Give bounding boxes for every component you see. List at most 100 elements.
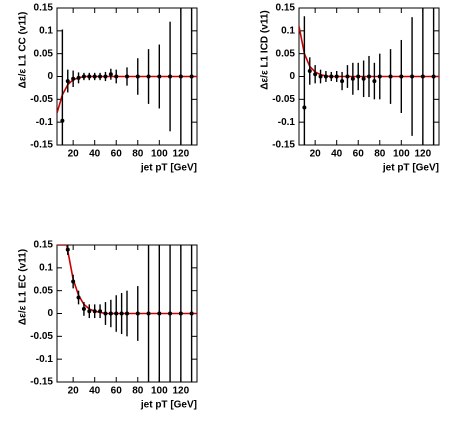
- data-point: [76, 295, 81, 300]
- x-axis-label: jet pT [GeV]: [140, 400, 197, 411]
- x-tick-label: 60: [111, 386, 123, 397]
- y-tick-label: -0.05: [272, 94, 295, 105]
- y-tick-label: -0.05: [30, 331, 53, 342]
- data-point: [178, 74, 183, 79]
- data-point: [103, 74, 108, 79]
- data-point: [92, 74, 97, 79]
- data-point: [135, 311, 140, 316]
- x-tick-label: 40: [89, 149, 101, 160]
- x-tick-label: 80: [132, 149, 144, 160]
- y-axis-label: Δε/ε L1 ICD (v11): [260, 10, 271, 89]
- data-point: [81, 74, 86, 79]
- panel: -0.15 -0.1 -0.05 0 0.05 0.1 0.15 20 40 60 80 100 120…: [18, 240, 198, 411]
- y-tick-label: 0.1: [39, 262, 53, 273]
- data-point: [189, 311, 194, 316]
- y-tick-label: 0: [47, 71, 53, 82]
- y-tick-label: 0.05: [276, 48, 296, 59]
- x-tick-label: 20: [68, 149, 80, 160]
- y-tick-label: 0: [289, 71, 295, 82]
- data-point: [377, 74, 382, 79]
- y-tick-label: 0.15: [276, 3, 296, 14]
- data-point: [372, 79, 377, 84]
- data-point: [71, 279, 76, 284]
- data-point: [103, 311, 108, 316]
- data-point: [313, 72, 318, 77]
- y-axis-label: Δε/ε L1 EC (v11): [18, 249, 29, 325]
- x-tick-label: 20: [68, 386, 80, 397]
- data-point: [329, 74, 334, 79]
- y-tick-label: -0.1: [36, 354, 54, 365]
- data-point: [71, 76, 76, 81]
- data-point: [98, 309, 103, 314]
- x-tick-label: 60: [111, 149, 123, 160]
- y-tick-label: -0.15: [30, 377, 53, 388]
- data-point: [157, 311, 162, 316]
- panel: -0.15 -0.1 -0.05 0 0.05 0.1 0.15 20 40 60 80 100 120…: [260, 3, 440, 174]
- data-point: [356, 74, 361, 79]
- data-point: [302, 105, 307, 110]
- x-tick-label: 100: [151, 386, 168, 397]
- data-point: [307, 69, 312, 74]
- data-point: [92, 309, 97, 314]
- data-point: [345, 74, 350, 79]
- x-tick-label: 40: [89, 386, 101, 397]
- y-tick-label: 0.15: [34, 240, 54, 251]
- x-tick-label: 100: [151, 149, 168, 160]
- data-point: [125, 311, 129, 316]
- data-point: [388, 74, 393, 79]
- x-axis-label: jet pT [GeV]: [140, 163, 197, 174]
- x-tick-label: 100: [393, 149, 410, 160]
- data-point: [87, 74, 92, 79]
- data-point: [189, 74, 194, 79]
- data-point: [431, 74, 436, 79]
- data-point: [65, 247, 70, 252]
- panel: -0.15 -0.1 -0.05 0 0.05 0.1 0.15 20 40 60 80 100 120…: [18, 3, 198, 174]
- data-point: [81, 306, 86, 311]
- y-tick-label: -0.15: [30, 140, 53, 151]
- y-tick-label: 0: [47, 308, 53, 319]
- data-point: [410, 74, 415, 79]
- data-point: [334, 74, 339, 79]
- data-point: [323, 74, 328, 79]
- y-tick-label: -0.15: [272, 140, 295, 151]
- data-point: [168, 74, 173, 79]
- data-point: [87, 309, 92, 314]
- data-point: [146, 74, 151, 79]
- x-tick-label: 80: [374, 149, 386, 160]
- data-point: [157, 74, 162, 79]
- data-point: [178, 311, 183, 316]
- data-point: [340, 79, 345, 84]
- data-point: [60, 118, 65, 123]
- data-point: [168, 311, 173, 316]
- data-point: [108, 72, 113, 77]
- data-point: [135, 74, 140, 79]
- x-tick-label: 40: [331, 149, 343, 160]
- data-point: [318, 74, 323, 79]
- y-tick-label: 0.1: [39, 25, 53, 36]
- data-point: [119, 311, 124, 316]
- x-tick-label: 80: [132, 386, 144, 397]
- y-tick-label: 0.15: [34, 3, 54, 14]
- x-tick-label: 120: [173, 149, 190, 160]
- data-point: [361, 76, 366, 81]
- data-point: [114, 311, 119, 316]
- data-point: [367, 74, 371, 79]
- y-tick-label: -0.1: [278, 117, 296, 128]
- x-tick-label: 120: [415, 149, 432, 160]
- data-point: [114, 74, 119, 79]
- x-tick-label: 20: [310, 149, 322, 160]
- data-point: [98, 74, 103, 79]
- data-point: [76, 75, 81, 80]
- y-tick-label: 0.05: [34, 48, 54, 59]
- y-tick-label: 0.05: [34, 285, 54, 296]
- x-tick-label: 120: [173, 386, 190, 397]
- data-point: [125, 74, 129, 79]
- data-point: [350, 76, 355, 81]
- x-axis-label: jet pT [GeV]: [382, 163, 439, 174]
- x-tick-label: 60: [353, 149, 365, 160]
- y-tick-label: -0.1: [36, 117, 54, 128]
- y-tick-label: 0.1: [281, 25, 295, 36]
- y-axis-label: Δε/ε L1 CC (v11): [18, 12, 29, 89]
- data-point: [399, 74, 404, 79]
